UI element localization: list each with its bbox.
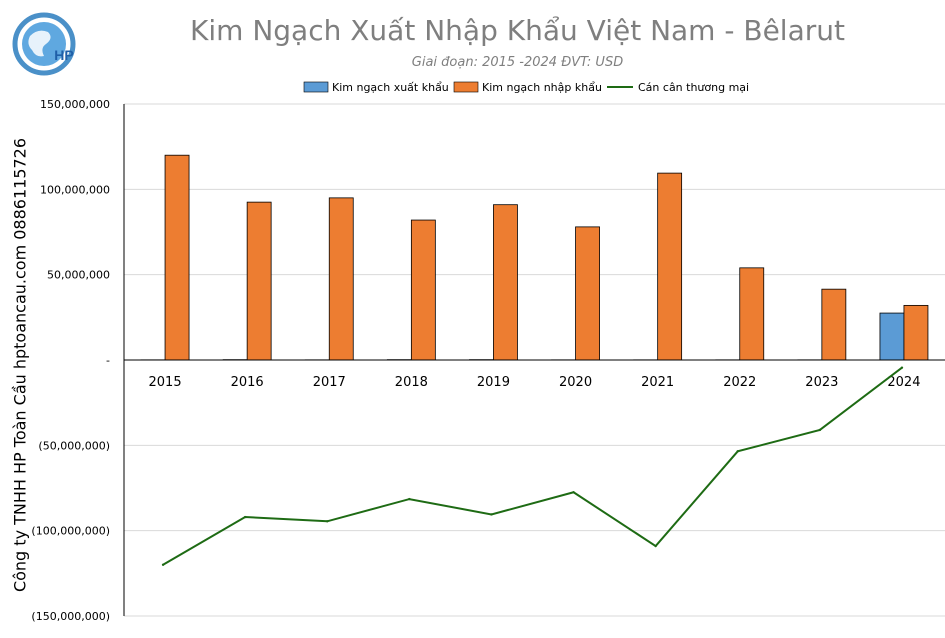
balance-point [900,366,904,369]
balance-point [654,544,657,548]
x-tick-label: 2015 [149,375,182,390]
import-bar [246,201,272,361]
globe-logo-icon: HP [12,12,76,76]
balance-point [572,491,575,494]
import-bar [821,288,847,361]
legend-swatch-export [303,81,329,93]
x-tick-label: 2020 [559,375,592,390]
import-bar [903,304,929,361]
chart-subtitle: Giai đoạn: 2015 -2024 ĐVT: USD [411,55,624,70]
balance-point [818,428,822,432]
x-tick-label: 2017 [313,375,346,390]
x-tick-label: 2018 [395,375,428,390]
export-bar [879,312,905,361]
import-bar [164,154,190,361]
x-tick-label: 2023 [805,375,838,390]
balance-line [161,366,904,566]
legend-label-import: Kim ngạch nhập khẩu [482,81,602,94]
y-tick-label: 100,000,000 [40,183,110,196]
balance-series-line [162,366,903,566]
x-tick-label: 2022 [723,375,756,390]
chart-title: Kim Ngạch Xuất Nhập Khẩu Việt Nam - Bêla… [190,14,845,47]
y-tick-label: 50,000,000 [47,269,110,282]
bars [140,154,929,361]
import-bar [657,172,683,361]
legend-label-balance: Cán cân thương mại [638,81,749,94]
y-tick-label: - [106,354,110,367]
balance-point [161,563,165,566]
import-bar [493,204,518,361]
x-tick-label: 2016 [231,375,264,390]
balance-point [408,497,411,501]
legend: Kim ngạch xuất khẩu Kim ngạch nhập khẩu Cá… [303,81,749,94]
import-bar [739,267,765,361]
y-tick-label: (150,000,000) [31,610,110,623]
x-tick-label: 2019 [477,375,510,390]
balance-point [736,450,739,453]
logo-text: HP [54,47,73,63]
import-bar [575,226,600,361]
x-tick-label: 2021 [641,375,674,390]
balance-point [490,513,493,516]
balance-point [326,520,329,523]
import-bar [328,197,354,361]
x-axis: 2015 2016 2017 2018 2019 2020 2021 2022 2023 2024 [124,359,945,390]
y-tick-label: (50,000,000) [38,439,110,452]
y-tick-label: 150,000,000 [40,98,110,111]
balance-point [243,515,247,519]
legend-swatch-import [453,81,479,93]
legend-label-export: Kim ngạch xuất khẩu [332,81,449,94]
x-tick-label: 2024 [887,375,920,390]
import-bar [410,219,436,361]
y-tick-label: (100,000,000) [31,525,110,538]
y-axis: 150,000,000 100,000,000 50,000,000 - (50,000… [31,98,125,623]
